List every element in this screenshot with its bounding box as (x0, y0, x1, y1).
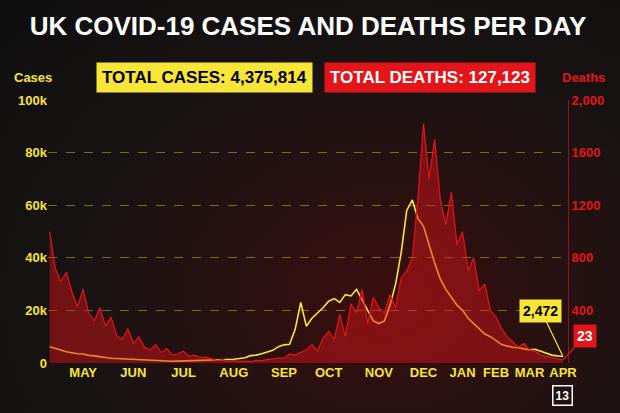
svg-text:OCT: OCT (315, 365, 343, 380)
svg-text:TOTAL DEATHS: 127,123: TOTAL DEATHS: 127,123 (330, 68, 530, 87)
svg-text:Cases: Cases (14, 70, 52, 85)
svg-text:NOV: NOV (365, 365, 394, 380)
svg-text:20k: 20k (25, 303, 47, 318)
svg-text:2,000: 2,000 (572, 93, 605, 108)
svg-text:80k: 80k (25, 145, 47, 160)
svg-text:1200: 1200 (572, 198, 601, 213)
svg-text:FEB: FEB (483, 365, 509, 380)
svg-text:13: 13 (556, 389, 570, 403)
svg-text:JUL: JUL (171, 365, 196, 380)
svg-text:MAR: MAR (515, 365, 545, 380)
svg-text:23: 23 (577, 328, 593, 344)
svg-text:APR: APR (549, 365, 577, 380)
svg-text:800: 800 (572, 250, 594, 265)
svg-text:Deaths: Deaths (562, 70, 605, 85)
svg-text:1600: 1600 (572, 145, 601, 160)
svg-text:JUN: JUN (120, 365, 146, 380)
svg-text:TOTAL CASES: 4,375,814: TOTAL CASES: 4,375,814 (102, 68, 307, 87)
svg-text:0: 0 (40, 356, 47, 371)
svg-text:UK COVID-19 CASES AND DEATHS P: UK COVID-19 CASES AND DEATHS PER DAY (30, 11, 587, 41)
svg-text:400: 400 (572, 303, 594, 318)
svg-text:AUG: AUG (219, 365, 248, 380)
svg-text:40k: 40k (25, 250, 47, 265)
svg-text:DEC: DEC (410, 365, 438, 380)
svg-text:SEP: SEP (271, 365, 297, 380)
svg-text:100k: 100k (18, 93, 48, 108)
svg-text:2,472: 2,472 (523, 303, 558, 319)
svg-text:MAY: MAY (69, 365, 97, 380)
svg-text:60k: 60k (25, 198, 47, 213)
svg-text:JAN: JAN (450, 365, 476, 380)
